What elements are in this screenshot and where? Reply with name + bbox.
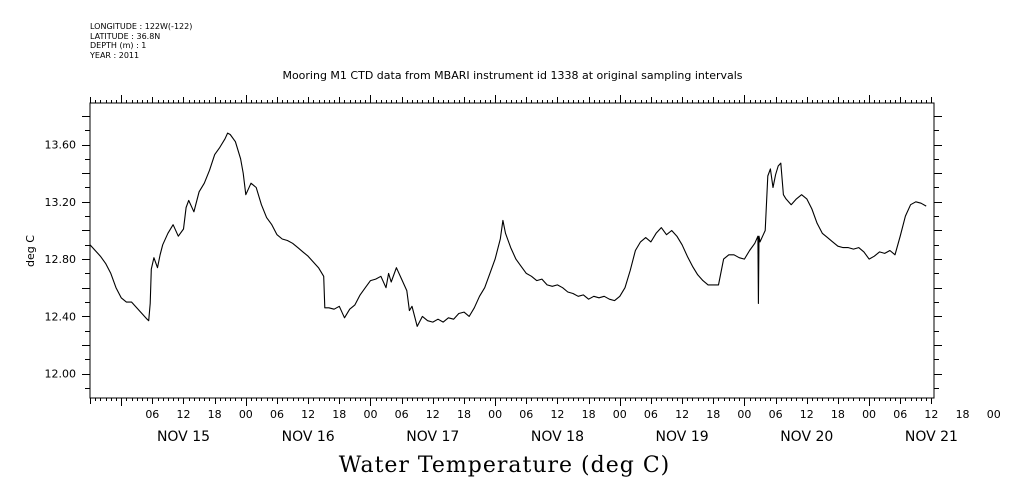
x-day-label: NOV 16 [282,429,335,445]
chart-title: Mooring M1 CTD data from MBARI instrumen… [282,69,743,82]
x-hour-label: 00 [239,408,253,421]
year-label: YEAR : 2011 [90,50,140,60]
x-day-label: NOV 18 [531,429,584,445]
y-tick-label: 13.20 [45,196,77,209]
x-hour-label: 18 [457,408,471,421]
chart-metadata: LONGITUDE : 122W(-122) LATITUDE : 36.8N … [90,22,192,60]
depth-label: DEPTH (m) : 1 [90,41,147,50]
x-hour-label: 00 [737,408,751,421]
x-hour-label: 06 [395,408,409,421]
x-hour-label: 18 [582,408,596,421]
y-tick-label: 13.60 [45,139,77,152]
y-axis-label: deg C [24,235,37,267]
x-hour-label: 06 [644,408,658,421]
x-day-label: NOV 17 [406,429,459,445]
x-day-label: NOV 20 [780,429,833,445]
x-hour-label: 00 [987,408,1001,421]
x-hour-label: 18 [706,408,720,421]
latitude-label: LATITUDE : 36.8N [90,31,161,41]
x-hour-label: 12 [675,408,689,421]
x-hour-label: 18 [332,408,346,421]
x-hour-label: 06 [769,408,783,421]
y-tick-label: 12.40 [45,310,77,323]
x-day-label: NOV 19 [656,429,709,445]
axis-ticks [82,95,942,406]
x-hour-label: 00 [613,408,627,421]
series-layer [89,132,927,327]
x-hour-label: 00 [363,408,377,421]
x-hour-label: 00 [862,408,876,421]
x-hour-label: 18 [831,408,845,421]
x-hour-label: 00 [488,408,502,421]
x-hour-label: 12 [550,408,564,421]
x-day-label: NOV 15 [157,429,210,445]
variable-title: Water Temperature (deg C) [338,453,671,478]
x-hour-label: 06 [893,408,907,421]
y-tick-label: 12.00 [45,368,77,381]
x-hour-label: 06 [145,408,159,421]
x-hour-label: 12 [301,408,315,421]
longitude-label: LONGITUDE : 122W(-122) [90,22,193,31]
y-tick-label: 12.80 [45,253,77,266]
x-hour-label: 12 [924,408,938,421]
x-day-label: NOV 21 [905,429,958,445]
x-hour-label: 12 [800,408,814,421]
x-hour-label: 06 [519,408,533,421]
x-hour-label: 18 [208,408,222,421]
x-hour-label: 18 [956,408,970,421]
axis-labels: 12.00 12.40 12.80 13.20 13.60 06 12 18 00 06 12 18 0… [45,139,1001,445]
x-hour-label: 12 [176,408,190,421]
temperature-series-line [89,132,927,327]
x-hour-label: 06 [270,408,284,421]
x-hour-label: 12 [426,408,440,421]
